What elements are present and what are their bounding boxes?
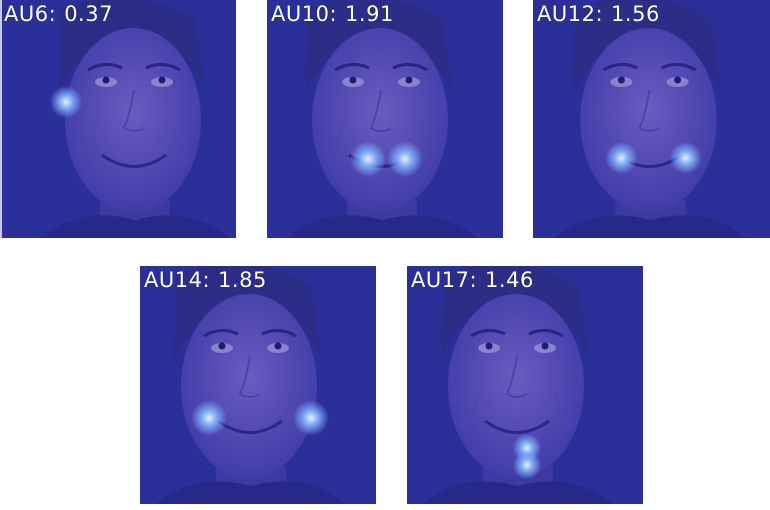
au-code: AU17 (411, 268, 470, 292)
au-highlight-glow (191, 400, 227, 436)
au-code: AU10 (271, 2, 330, 26)
au-label: AU14: 1.85 (144, 268, 267, 292)
face-shape (580, 28, 717, 212)
au-panel-au10: AU10: 1.91 (267, 0, 503, 238)
au-panel-au6: AU6: 0.37 (0, 0, 236, 238)
au-code: AU6 (4, 2, 49, 26)
au-intensity: 1.56 (611, 2, 660, 26)
au-intensity: 1.46 (485, 268, 534, 292)
au-panel-au17: AU17: 1.46 (407, 266, 643, 504)
face-shape (181, 294, 317, 478)
au-label: AU12: 1.56 (537, 2, 660, 26)
au-intensity: 0.37 (64, 2, 113, 26)
face-shape (448, 294, 584, 478)
au-code: AU14 (144, 268, 203, 292)
face-heatmap-image (407, 266, 643, 504)
face-heatmap-image (0, 0, 236, 238)
au-label: AU6: 0.37 (4, 2, 113, 26)
au-code: AU12 (537, 2, 596, 26)
au-panel-au12: AU12: 1.56 (533, 0, 770, 238)
face-heatmap-image (140, 266, 376, 504)
au-highlight-glow (387, 141, 423, 177)
au-highlight-glow (293, 400, 329, 436)
au-panel-au14: AU14: 1.85 (140, 266, 376, 504)
au-highlight-glow (512, 450, 542, 480)
au-label: AU10: 1.91 (271, 2, 394, 26)
au-intensity: 1.91 (345, 2, 394, 26)
face-shape (312, 28, 448, 212)
au-highlight-glow (350, 141, 386, 177)
panel-edge (0, 0, 2, 238)
face-shape (65, 28, 201, 212)
face-heatmap-image (533, 0, 770, 238)
au-highlight-glow (49, 85, 83, 119)
au-intensity: 1.85 (218, 268, 267, 292)
face-heatmap-image (267, 0, 503, 238)
au-highlight-glow (605, 141, 638, 175)
au-highlight-glow (669, 141, 702, 175)
au-label: AU17: 1.46 (411, 268, 534, 292)
